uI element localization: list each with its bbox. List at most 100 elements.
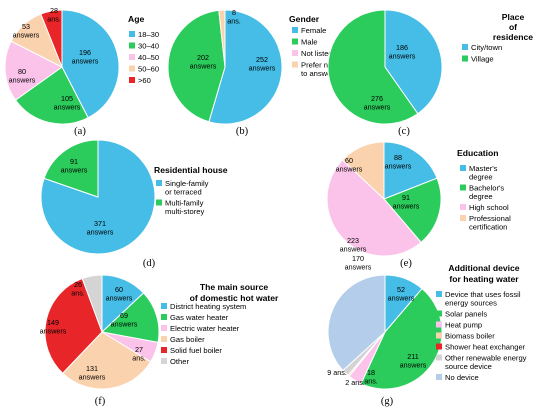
slice-label-line: 170 bbox=[352, 254, 364, 263]
slice-label-line: 60 bbox=[345, 156, 353, 165]
legend-swatch-residence-2 bbox=[462, 55, 468, 62]
legend-title-gender: Gender bbox=[289, 14, 320, 24]
slice-label-age-4: 53 answers bbox=[13, 22, 40, 40]
pie-slice-education-4 bbox=[341, 141, 385, 201]
slice-label-additional-device-6: 9 ans. bbox=[327, 368, 347, 377]
slice-label-gender-2: 202 answers bbox=[190, 53, 217, 71]
legend-hot-water: District heating system Gas water heater E… bbox=[161, 302, 246, 366]
legend-label-education-4: Professional certification bbox=[469, 214, 511, 232]
legend-title-residence-3: residence bbox=[493, 32, 533, 42]
legend-label-hot-water-2: Gas water heater bbox=[170, 313, 229, 322]
legend-label-line: degree bbox=[469, 173, 493, 182]
legend-label-line: multi-storey bbox=[165, 207, 204, 216]
legend-swatch-hot-water-2 bbox=[161, 314, 167, 320]
legend-label-hot-water-5: Solid fuel boiler bbox=[170, 346, 222, 355]
legend-label-line: Multi-family bbox=[165, 199, 204, 208]
slice-label-line: answers bbox=[249, 64, 276, 73]
legend-title-residence-2: of bbox=[509, 22, 517, 32]
legend-label-residence-1: City/town bbox=[471, 43, 502, 52]
slice-label-line: 202 bbox=[197, 53, 209, 62]
slice-label-hot-water-4: 131 answers bbox=[79, 364, 106, 382]
legend-label-additional-device-7: No device bbox=[445, 373, 479, 382]
legend-title-device-2: for heating water bbox=[449, 274, 519, 284]
slice-label-line: answers bbox=[385, 162, 412, 171]
slice-label-line: 18 bbox=[367, 368, 375, 377]
legend-swatch-hot-water-5 bbox=[161, 347, 167, 353]
legend-label-additional-device-6: Other renewable energy source device bbox=[445, 354, 527, 372]
legend-label-residence-2: Village bbox=[471, 55, 494, 64]
pie-slice-residence-2 bbox=[327, 9, 419, 125]
slice-label-line: 28 bbox=[50, 6, 58, 15]
legend-residence: City/town Village bbox=[462, 43, 502, 64]
pie-slice-hot-water-5 bbox=[44, 277, 103, 374]
slice-label-age-1: 196 answers bbox=[72, 48, 99, 66]
slice-label-additional-device-7: 170 answers bbox=[345, 254, 372, 272]
legend-label-line: Solar panels bbox=[445, 310, 487, 319]
slice-label-line: 8 bbox=[232, 8, 236, 17]
legend-swatch-gender-3 bbox=[292, 50, 298, 56]
legend-label-line: Gas water heater bbox=[170, 313, 229, 322]
slice-label-line: 80 bbox=[18, 67, 26, 76]
legend-swatch-hot-water-6 bbox=[161, 358, 167, 364]
legend-title-residence-1: Place bbox=[502, 12, 525, 22]
legend-label-line: energy sources bbox=[445, 299, 497, 308]
legend-label-line: District heating system bbox=[170, 302, 246, 311]
legend-swatch-education-1 bbox=[460, 165, 466, 171]
legend-swatch-gender-4 bbox=[292, 61, 298, 68]
legend-label-additional-device-5: Shower heat exchanger bbox=[445, 343, 526, 352]
legend-label-line: Device that uses fossil bbox=[445, 290, 521, 299]
slice-label-additional-device-2: 211 answers bbox=[400, 352, 427, 370]
legend-swatch-education-4 bbox=[460, 215, 466, 221]
slice-label-line: 88 bbox=[394, 153, 402, 162]
legend-label-age-2: 30–40 bbox=[138, 42, 159, 51]
legend-label-age-5: >60 bbox=[138, 76, 151, 85]
legend-swatch-additional-device-1 bbox=[436, 291, 442, 297]
slice-label-gender-1: 252 answers bbox=[249, 55, 276, 73]
legend-label-line: to answer bbox=[301, 69, 334, 78]
pie-slice-gender-4 bbox=[218, 9, 226, 68]
pie-slice-residence-1 bbox=[384, 9, 443, 115]
legend-label-line: Biomass boiler bbox=[445, 332, 495, 341]
legend-label-line: No device bbox=[445, 373, 479, 382]
legend-label-line: >60 bbox=[138, 76, 151, 85]
legend-label-line: Professional bbox=[469, 214, 511, 223]
slice-label-additional-device-3: 18 ans. bbox=[364, 368, 378, 386]
slice-label-line: 2 ans. bbox=[345, 378, 365, 387]
slice-label-age-3: 80 answers bbox=[9, 67, 36, 85]
slice-label-line: answers bbox=[190, 62, 217, 71]
slice-label-hot-water-3: 27 ans. bbox=[132, 345, 146, 363]
legend-label-line: Village bbox=[471, 55, 494, 64]
legend-label-education-2: Bachelor's degree bbox=[469, 184, 504, 202]
legend-label-line: Master's bbox=[469, 164, 498, 173]
legend-swatch-gender-2 bbox=[292, 38, 298, 45]
legend-swatch-age-3 bbox=[129, 54, 135, 60]
legend-swatch-age-4 bbox=[129, 65, 135, 72]
legend-swatch-additional-device-3 bbox=[436, 321, 442, 328]
legend-label-gender-2: Male bbox=[301, 38, 317, 47]
slice-label-line: answers bbox=[393, 202, 420, 211]
legend-title-education: Education bbox=[457, 148, 499, 158]
slice-label-house-1: 371 answers bbox=[87, 219, 114, 237]
legend-title-device-1: Additional device bbox=[448, 263, 519, 273]
legend-label-gender-3: Not listed bbox=[301, 49, 333, 58]
slice-label-education-1: 88 answers bbox=[385, 153, 412, 171]
pie-slice-house-2 bbox=[43, 139, 99, 198]
pie-slice-education-2 bbox=[383, 177, 442, 244]
slice-label-line: 223 bbox=[347, 236, 359, 245]
legend-swatch-age-2 bbox=[129, 42, 135, 49]
pie-slice-hot-water-2 bbox=[100, 292, 160, 343]
panel-label-f: (f) bbox=[95, 396, 106, 407]
legend-swatch-age-5 bbox=[129, 77, 135, 83]
slice-label-line: 60 bbox=[115, 285, 123, 294]
slice-label-line: answers bbox=[336, 165, 363, 174]
legend-swatch-hot-water-1 bbox=[161, 303, 167, 309]
panel-label-c: (c) bbox=[398, 126, 410, 137]
pie-slice-age-5 bbox=[40, 9, 63, 68]
legend-label-hot-water-6: Other bbox=[170, 357, 189, 366]
slice-label-residence-1: 186 answers bbox=[389, 43, 416, 61]
pie-slice-house-1 bbox=[40, 139, 156, 255]
